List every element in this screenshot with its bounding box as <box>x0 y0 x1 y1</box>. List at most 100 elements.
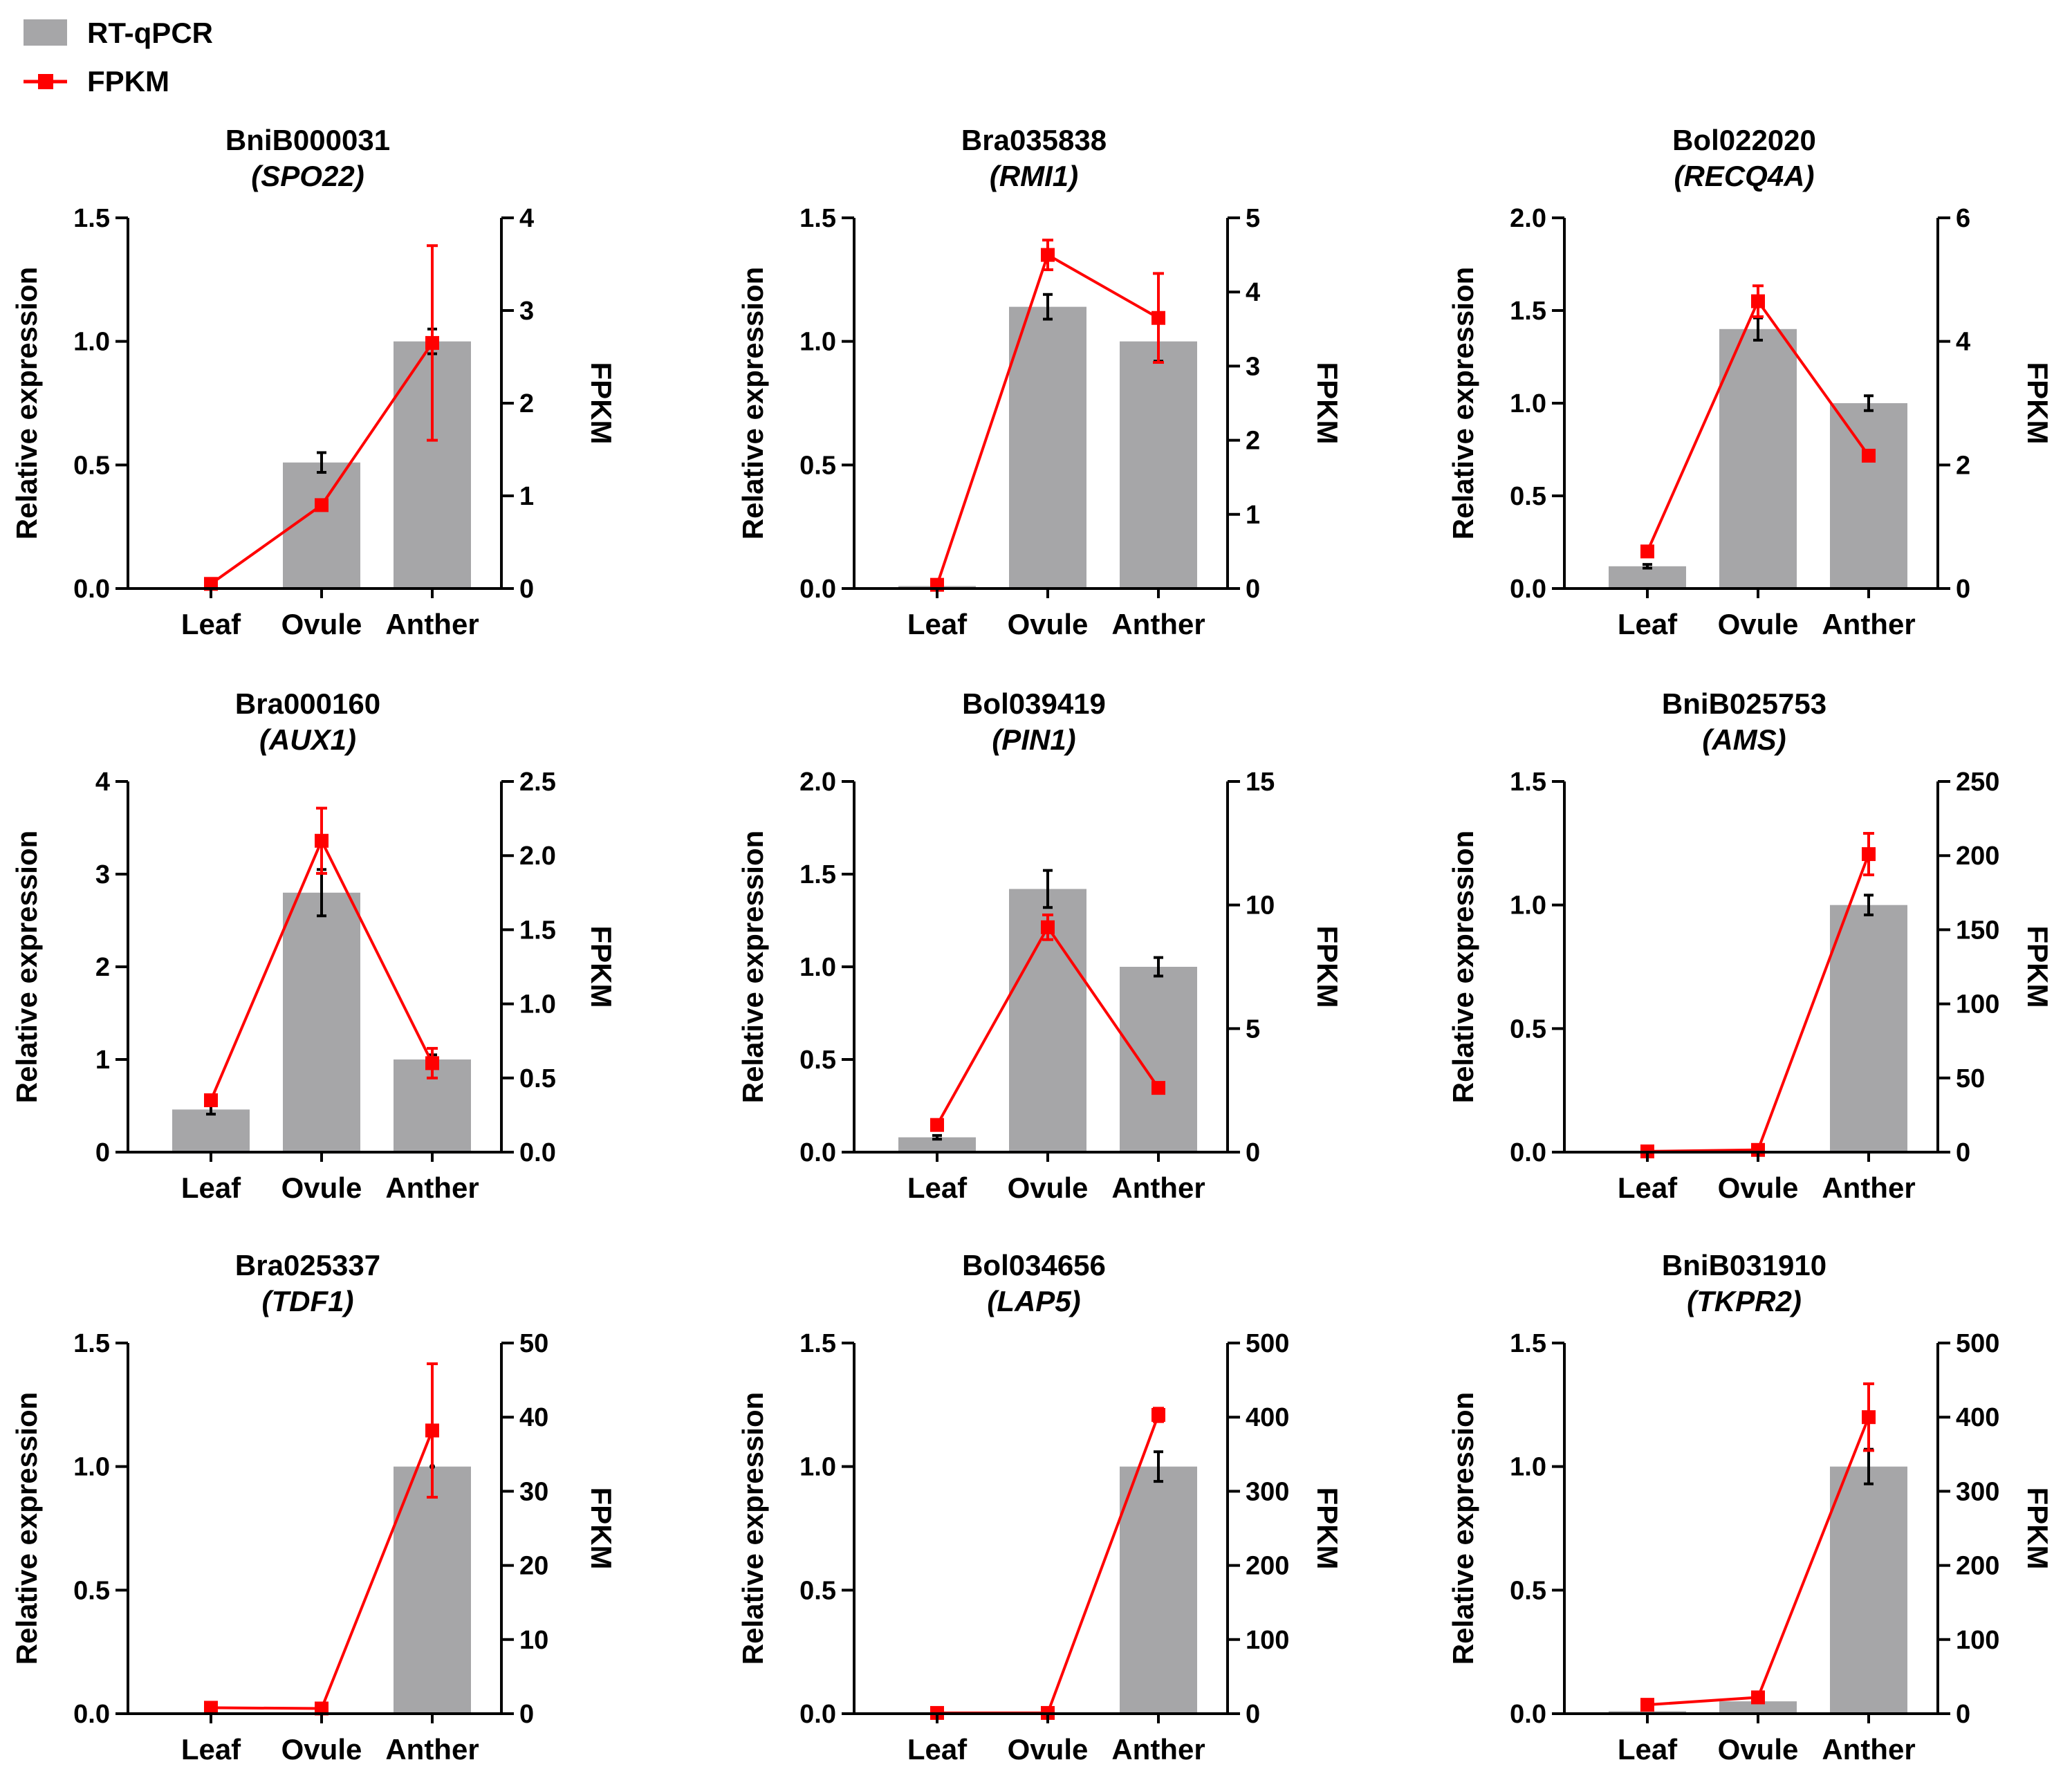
y-tick-label: 0.5 <box>799 1046 836 1075</box>
bar-anther <box>1830 905 1907 1152</box>
y2-tick-label: 400 <box>1956 1403 1999 1432</box>
y2-tick-label: 2.5 <box>519 768 556 797</box>
x-tick-label: Anther <box>385 1172 479 1204</box>
x-tick-label: Ovule <box>1008 608 1089 640</box>
x-tick-label: Ovule <box>1718 1733 1799 1766</box>
y2-tick-label: 0 <box>519 1700 534 1729</box>
y2-tick-label: 150 <box>1956 916 1999 945</box>
y2-tick-label: 100 <box>1956 1626 1999 1655</box>
y-tick-label: 0.5 <box>799 451 836 480</box>
y2-tick-label: 20 <box>519 1552 548 1581</box>
panel-gene-id: Bol022020 <box>1672 124 1816 156</box>
fpkm-point-ovule <box>315 833 329 848</box>
x-tick-label: Ovule <box>1718 608 1799 640</box>
panel-gene-name: (PIN1) <box>992 723 1075 756</box>
chart-panel-8: 0.0 0.5 1.0 1.5 0 100 200 300 400 500 Leaf Ovule Ant… <box>737 1249 1344 1766</box>
y2-tick-label: 0.0 <box>519 1138 556 1167</box>
x-tick-label: Leaf <box>1618 1733 1678 1766</box>
y-tick-label: 0.5 <box>799 1576 836 1605</box>
y2-tick-label: 250 <box>1956 768 1999 797</box>
x-tick-label: Anther <box>385 1733 479 1766</box>
fpkm-point-anther <box>1151 1407 1165 1422</box>
y2-tick-label: 10 <box>1246 891 1275 920</box>
fpkm-point-anther <box>425 335 439 350</box>
y2-tick-label: 400 <box>1246 1403 1289 1432</box>
y2-tick-label: 0 <box>519 575 534 604</box>
y-axis-title: Relative expression <box>737 831 769 1104</box>
y-tick-label: 0 <box>95 1138 110 1167</box>
y-axis-title: Relative expression <box>10 1392 43 1665</box>
y2-axis-title: FPKM <box>585 1488 618 1570</box>
chart-panel-3: 0.0 0.5 1.0 1.5 2.0 0 2 4 6 Leaf Ovule Anther Relati… <box>1447 124 2054 640</box>
y-tick-label: 1.0 <box>1510 389 1546 418</box>
y2-tick-label: 4 <box>519 204 534 233</box>
x-tick-label: Anther <box>1822 1172 1915 1204</box>
panel-gene-id: BniB000031 <box>225 124 390 156</box>
y2-tick-label: 0 <box>1956 1700 1970 1729</box>
y-tick-label: 1.5 <box>1510 1329 1546 1358</box>
x-tick-label: Leaf <box>1618 1172 1678 1204</box>
y2-axis-title: FPKM <box>1311 362 1344 445</box>
fpkm-point-leaf <box>930 1118 944 1132</box>
y-tick-label: 3 <box>95 860 110 889</box>
y2-tick-label: 300 <box>1246 1477 1289 1506</box>
y2-tick-label: 5 <box>1246 1015 1260 1044</box>
y-tick-label: 1.0 <box>799 953 836 982</box>
y2-tick-label: 2 <box>1956 451 1970 480</box>
y2-tick-label: 15 <box>1246 768 1275 797</box>
y2-tick-label: 0 <box>1246 575 1260 604</box>
fpkm-point-ovule <box>315 1701 329 1716</box>
y2-tick-label: 3 <box>1246 352 1260 381</box>
y2-tick-label: 0 <box>1956 1138 1970 1167</box>
y-tick-label: 1.0 <box>799 1453 836 1482</box>
y-tick-label: 0.0 <box>799 575 836 604</box>
x-tick-label: Leaf <box>181 1733 241 1766</box>
panel-gene-id: BniB031910 <box>1662 1249 1826 1281</box>
x-tick-label: Ovule <box>1008 1733 1089 1766</box>
bar-ovule <box>283 462 360 589</box>
fpkm-point-ovule <box>1041 920 1055 934</box>
y-tick-label: 0.5 <box>1510 1015 1546 1044</box>
panel-gene-id: BniB025753 <box>1662 687 1826 720</box>
legend: RT-qPCR FPKM <box>24 17 213 98</box>
y-tick-label: 0.0 <box>73 1700 110 1729</box>
y-tick-label: 0.0 <box>799 1138 836 1167</box>
fpkm-point-anther <box>1862 448 1876 463</box>
y-axis-title: Relative expression <box>1447 267 1479 540</box>
y2-tick-label: 50 <box>1956 1064 1985 1093</box>
y2-tick-label: 0 <box>1246 1700 1260 1729</box>
bar-ovule <box>1009 306 1086 589</box>
y2-tick-label: 1.5 <box>519 916 556 945</box>
y-axis-title: Relative expression <box>1447 1392 1479 1665</box>
y-tick-label: 0.5 <box>73 1576 110 1605</box>
y-tick-label: 2 <box>95 953 110 982</box>
y-tick-label: 1.5 <box>799 860 836 889</box>
panel-gene-id: Bra035838 <box>961 124 1107 156</box>
y2-tick-label: 1 <box>519 482 534 511</box>
fpkm-point-ovule <box>1751 1690 1765 1705</box>
y2-tick-label: 30 <box>519 1477 548 1506</box>
y-tick-label: 1.5 <box>73 1329 110 1358</box>
y-tick-label: 1.5 <box>799 1329 836 1358</box>
bar-anther <box>394 1466 471 1714</box>
fpkm-point-leaf <box>204 1093 218 1107</box>
y-tick-label: 0.5 <box>1510 1576 1546 1605</box>
chart-panel-5: 0.0 0.5 1.0 1.5 2.0 0 5 10 15 Leaf Ovule Anther Rela… <box>737 687 1344 1204</box>
y-tick-label: 4 <box>95 768 110 797</box>
legend-line-label: FPKM <box>87 65 169 98</box>
x-tick-label: Leaf <box>907 608 968 640</box>
y2-tick-label: 2.0 <box>519 842 556 871</box>
chart-panel-2: 0.0 0.5 1.0 1.5 0 1 2 3 4 5 Leaf Ovule Anther Relativ… <box>737 124 1344 640</box>
panel-gene-id: Bra000160 <box>235 687 380 720</box>
panels: 0.0 0.5 1.0 1.5 0 1 2 3 4 Leaf Ovule Anther Relative… <box>10 124 2054 1766</box>
x-tick-label: Leaf <box>907 1172 968 1204</box>
x-tick-label: Leaf <box>907 1733 968 1766</box>
y-axis-title: Relative expression <box>737 267 769 540</box>
fpkm-point-anther <box>1151 1081 1165 1095</box>
y-tick-label: 0.5 <box>1510 482 1546 511</box>
bar-leaf <box>898 1137 976 1152</box>
y2-tick-label: 2 <box>1246 427 1260 456</box>
y-tick-label: 1.0 <box>73 328 110 357</box>
y-axis-title: Relative expression <box>1447 831 1479 1104</box>
